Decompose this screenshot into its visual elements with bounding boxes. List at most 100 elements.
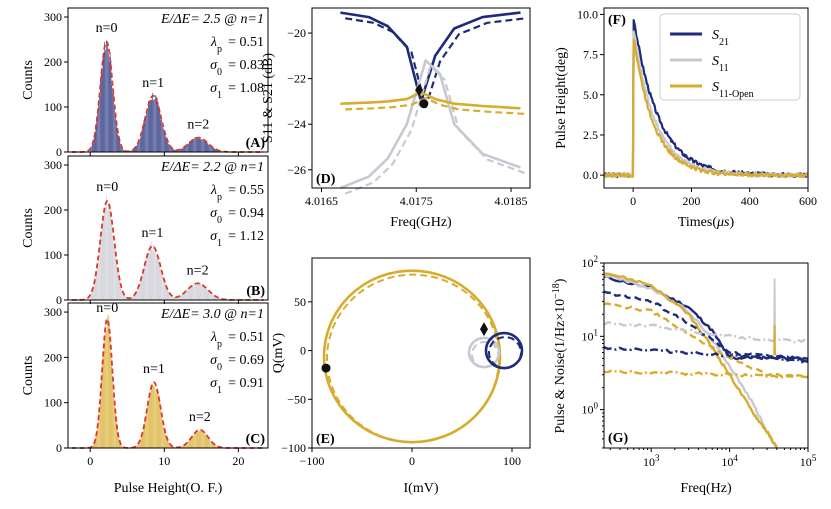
histogram-bar [184,291,186,300]
histogram-bar [183,445,185,448]
histogram-bar [188,289,189,300]
panel-B-ylabel: Counts [21,208,36,248]
histogram-bar [137,143,138,152]
histogram-bar [111,360,113,448]
histogram-bar [171,295,172,300]
histogram-bar [160,115,162,152]
histogram-bar [92,141,94,152]
panel-G-ylabel: Pulse & Noise(1/Hz×10−18) [551,278,569,433]
histogram-bar [196,432,197,448]
histogram-bar [174,149,176,152]
histogram-bar [113,395,114,448]
histogram-bar [174,296,176,300]
spectrum-S11 pulse [603,273,778,449]
histogram-bar [172,148,173,152]
histogram-bar [90,148,91,152]
histogram-bar [105,50,106,152]
panel-C-xlabel: Pulse Height(O. F.) [114,481,223,496]
histogram-bar [213,148,215,152]
histogram-bar [196,284,197,300]
histogram-bar [165,435,167,448]
histogram-bar [104,339,106,448]
histogram-bar [150,100,152,152]
histogram-bar [100,398,101,448]
histogram-bar [219,298,220,300]
histogram-bar [149,392,151,448]
histogram-bar [215,296,217,300]
panel-C-xtick-label: 0 [87,454,93,468]
histogram-bar [173,149,175,152]
histogram-bar [118,139,120,152]
lambda-symbol: λp [210,183,222,203]
histogram-bar [99,406,100,448]
histogram-bar [160,269,162,300]
histogram-bar [149,100,151,152]
iq-marker-diamond [480,322,488,337]
panel-A-ytick-label: 100 [44,100,62,114]
histogram-bar [188,142,190,152]
histogram-bar [110,213,112,300]
histogram-bar [190,142,192,152]
spectrum-spike-gold [773,324,776,356]
histogram-bar [171,147,172,152]
histogram-bar [201,431,202,448]
histogram-bar [111,83,113,152]
histogram-bar [208,438,210,448]
panel-B-sigma0: = 0.94 [228,206,264,221]
histogram-bar [183,292,185,300]
histogram-bar [172,149,174,152]
histogram-bar [195,137,196,152]
histogram-bar [103,55,105,152]
histogram-bar [192,285,194,300]
histogram-bar [146,253,147,300]
iq-fit-S21 [488,336,522,370]
histogram-bar [194,285,195,300]
histogram-bar [92,444,94,448]
histogram-bar [112,376,114,448]
histogram-bar [140,439,141,448]
panel-E-xlabel: I(mV) [404,481,439,496]
histogram-bar [132,149,134,152]
histogram-bar [169,144,170,152]
histogram-bar [192,140,194,152]
histogram-bar [164,281,165,300]
panel-F-xtick-label: 400 [741,194,759,208]
histogram-bar [144,263,146,300]
histogram-bar [148,252,149,300]
histogram-bar [139,285,140,300]
histogram-bar [132,296,133,300]
histogram-bar [109,204,111,300]
spectrum-S11-Open noise [603,302,809,379]
histogram-bar [150,390,152,448]
histogram-bar [144,419,146,448]
histogram-bar [186,144,187,152]
histogram-bar [177,297,178,300]
panel-E-xtick-label: 0 [409,454,415,468]
histogram-bar [120,286,122,300]
histogram-bar [196,283,198,300]
histogram-bar [190,285,192,300]
histogram-bar [214,295,216,300]
panel-A-label: (A) [246,136,266,151]
histogram-bar [197,138,199,152]
histogram-bar [94,132,96,152]
histogram-bar [132,296,134,300]
sigma1-symbol: σ1 [210,81,222,101]
histogram-bar [169,444,170,448]
series-S11-Open-fit [345,96,526,115]
panel-F-xtick-label: 200 [682,194,700,208]
panel-D-ytick-label: −20 [287,26,306,40]
panel-G-label: (G) [608,431,629,446]
panel-G-ytick-label: 102 [582,254,599,270]
histogram-bar [95,128,97,152]
panel-B-ytick-label: 300 [44,158,62,172]
histogram-bar [158,257,160,300]
histogram-bar [209,439,210,448]
histogram-bar [167,141,169,152]
histogram-bar [212,148,214,152]
histogram-bar [203,431,204,448]
panel-F-label: (F) [608,13,626,28]
histogram-bar [206,434,208,448]
sigma0-symbol: σ0 [210,58,222,78]
